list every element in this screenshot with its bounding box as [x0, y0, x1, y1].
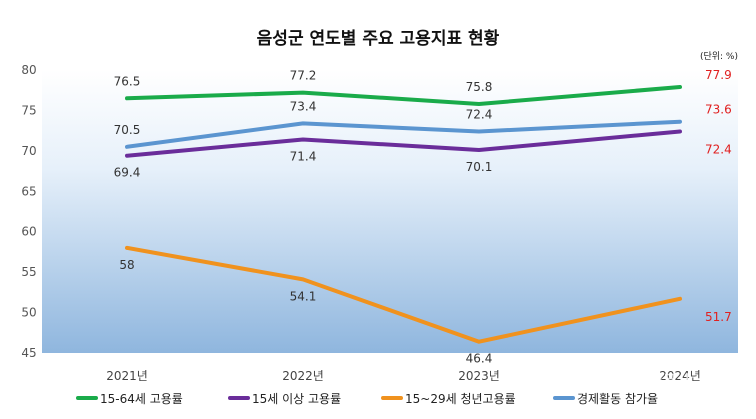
data-labels: 76.5 77.2 75.8 77.9 69.4 71.4 70.1 72.4 58 54.1 46… [114, 68, 732, 366]
legend: 15-64세 고용률 15세 이상 고용률 15~29세 청년고용률 경제활동 참가율 [76, 392, 658, 406]
data-label: 76.5 [114, 74, 141, 88]
x-tick-label: 2024년 [659, 369, 701, 383]
chart-title: 음성군 연도별 주요 고용지표 현황 [257, 29, 500, 49]
y-tick-label: 45 [21, 346, 36, 360]
data-label: 75.8 [466, 80, 493, 94]
x-axis: 2021년 2022년 2023년 2024년 [106, 369, 701, 383]
data-label: 73.6 [705, 103, 732, 117]
watermark-logo-icon [563, 366, 591, 394]
y-tick-label: 70 [21, 144, 36, 158]
unit-note: (단위: %) [700, 51, 738, 62]
data-label: 72.4 [466, 107, 493, 121]
x-tick-label: 2021년 [106, 369, 148, 383]
y-tick-label: 50 [21, 306, 36, 320]
data-label: 71.4 [290, 150, 317, 164]
data-label: 77.9 [705, 68, 732, 82]
data-label: 51.7 [705, 310, 732, 324]
series-line-2 [125, 245, 682, 344]
legend-label: 경제활동 참가율 [577, 392, 658, 406]
watermark-text: 불교뉴스신문사 [594, 372, 691, 390]
data-label: 58 [119, 258, 134, 272]
y-tick-label: 75 [21, 103, 36, 117]
data-label: 77.2 [290, 69, 317, 83]
series-line-0 [125, 85, 682, 106]
x-tick-label: 2022년 [282, 369, 324, 383]
x-tick-label: 2023년 [458, 369, 500, 383]
legend-label: 15세 이상 고용률 [252, 392, 341, 406]
data-label: 69.4 [114, 166, 141, 180]
data-label: 70.1 [466, 160, 493, 174]
legend-label: 15~29세 청년고용률 [405, 392, 516, 406]
y-tick-label: 55 [21, 265, 36, 279]
plot-area [42, 70, 738, 353]
data-label: 46.4 [466, 352, 493, 366]
series-line-1 [125, 129, 682, 158]
legend-label: 15-64세 고용률 [100, 392, 183, 406]
series-group [125, 85, 682, 344]
y-tick-label: 65 [21, 184, 36, 198]
data-label: 54.1 [290, 289, 317, 303]
series-line-3 [125, 119, 682, 149]
y-axis: 80 75 70 65 60 55 50 45 [21, 63, 36, 360]
y-tick-label: 60 [21, 225, 36, 239]
watermark-logo-mark [571, 372, 583, 386]
data-label: 72.4 [705, 142, 732, 156]
data-label: 70.5 [114, 123, 141, 137]
data-label: 73.4 [290, 99, 317, 113]
y-tick-label: 80 [21, 63, 36, 77]
watermark: 불교뉴스신문사 [563, 366, 691, 394]
